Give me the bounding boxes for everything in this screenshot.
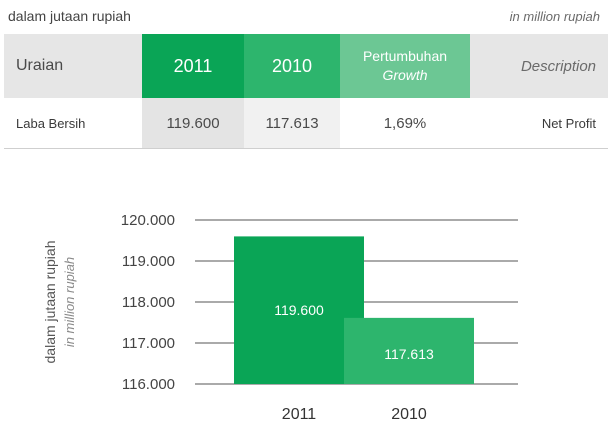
bar-value-label: 117.613 xyxy=(384,346,434,362)
y-tick-label: 120.000 xyxy=(121,212,175,229)
unit-label-en: in million rupiah xyxy=(509,9,600,24)
bar xyxy=(234,236,364,384)
col-header-growth-id: Pertumbuhan xyxy=(362,48,448,64)
y-axis-label-en: in million rupiah xyxy=(62,257,77,347)
y-tick-label: 116.000 xyxy=(122,376,175,393)
y-tick-label: 119.000 xyxy=(122,253,175,270)
bar xyxy=(344,317,474,384)
x-tick-label: 2010 xyxy=(391,406,427,423)
row-description: Net Profit xyxy=(541,115,596,131)
col-header-2011: 2011 xyxy=(142,34,244,98)
col-header-growth: Pertumbuhan Growth xyxy=(340,34,470,98)
col-header-description: Description xyxy=(520,57,596,75)
y-axis-label: dalam jutaan rupiah xyxy=(42,241,58,364)
bar-value-label: 119.600 xyxy=(274,302,324,318)
col-header-growth-en: Growth xyxy=(382,67,428,83)
y-tick-label: 118.000 xyxy=(122,294,175,311)
col-header-2010: 2010 xyxy=(244,34,340,98)
col-header-uraian: Uraian xyxy=(16,57,64,74)
cell-2010: 117.613 xyxy=(244,98,340,148)
cell-growth: 1,69% xyxy=(383,114,427,132)
cell-2011: 119.600 xyxy=(142,98,244,148)
table-header: Uraian 2011 2010 Pertumbuhan Growth Desc… xyxy=(4,34,608,98)
financial-table: Uraian 2011 2010 Pertumbuhan Growth Desc… xyxy=(4,34,608,149)
table-row: Laba Bersih 119.600 117.613 1,69% Net Pr… xyxy=(4,98,608,149)
x-tick-label: 2011 xyxy=(282,406,317,423)
row-label: Laba Bersih xyxy=(16,115,86,131)
y-tick-label: 117.000 xyxy=(122,335,175,352)
unit-label-id: dalam jutaan rupiah xyxy=(8,8,131,24)
